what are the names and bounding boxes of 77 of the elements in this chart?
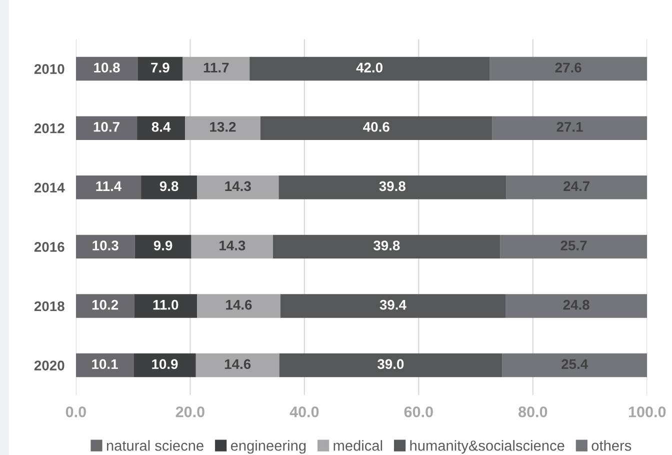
x-tick-label: 60.0 — [404, 406, 433, 418]
data-label: 11.7 — [204, 62, 229, 72]
bar — [141, 176, 198, 200]
data-label: 10.1 — [92, 359, 118, 370]
data-label: 24.8 — [563, 300, 590, 310]
bar — [137, 116, 186, 140]
bar — [134, 353, 196, 378]
y-tick-label: 2020 — [34, 360, 64, 370]
bar — [185, 116, 260, 140]
bar — [489, 56, 648, 81]
y-tick-label: 2016 — [34, 242, 64, 252]
x-tick-label: 20.0 — [176, 406, 204, 418]
data-label: 11.0 — [153, 300, 178, 310]
bar — [196, 353, 280, 378]
data-label: 10.2 — [92, 300, 118, 310]
bar — [505, 294, 648, 318]
data-label: 25.7 — [560, 240, 587, 250]
bar — [197, 294, 280, 318]
legend-label: medical — [334, 440, 382, 451]
bar — [278, 176, 506, 200]
data-label: 11.4 — [96, 181, 122, 191]
bar — [134, 294, 198, 318]
bar — [506, 176, 648, 200]
data-label: 27.6 — [555, 62, 582, 73]
bar — [138, 56, 183, 81]
bar — [134, 234, 192, 259]
x-tick-label: 40.0 — [290, 406, 319, 418]
data-label: 24.7 — [564, 181, 590, 191]
data-label: 39.0 — [377, 359, 404, 370]
data-label: 25.4 — [562, 359, 588, 370]
x-tick-label: 0.0 — [66, 406, 86, 418]
data-label: 40.6 — [363, 122, 390, 132]
data-label: 39.8 — [373, 240, 400, 250]
bar — [76, 353, 134, 378]
data-label: 10.7 — [94, 122, 120, 132]
data-label: 27.1 — [556, 122, 583, 132]
data-label: 9.9 — [154, 240, 172, 250]
legend-label: engineering — [230, 440, 306, 454]
data-label: 14.6 — [224, 359, 251, 370]
y-tick-label: 2014 — [34, 182, 65, 193]
bar — [76, 56, 138, 81]
data-label: 14.3 — [225, 181, 251, 192]
data-label: 14.6 — [226, 300, 252, 310]
bar — [279, 353, 502, 378]
bar — [197, 176, 279, 200]
bar — [76, 176, 142, 200]
data-label: 10.9 — [152, 359, 178, 370]
bar — [250, 56, 490, 81]
bar — [76, 116, 138, 140]
legend-label: humanity&socialscience — [410, 440, 564, 454]
bar — [191, 234, 273, 259]
data-label: 13.2 — [210, 122, 236, 132]
y-tick-label: 2018 — [34, 301, 64, 312]
data-label: 42.0 — [356, 62, 382, 73]
legend-label: others — [592, 440, 632, 451]
data-label: 8.4 — [152, 122, 171, 132]
data-label: 10.8 — [94, 62, 120, 73]
x-tick-label: 80.0 — [518, 406, 548, 418]
bar — [76, 294, 134, 318]
data-label: 39.4 — [380, 300, 406, 310]
bar — [492, 116, 648, 140]
bar — [273, 234, 500, 259]
data-label: 39.8 — [379, 181, 406, 192]
data-label: 7.9 — [151, 62, 170, 73]
bar — [280, 294, 506, 318]
y-tick-label: 2012 — [34, 123, 64, 134]
bar — [502, 353, 648, 378]
data-label: 14.3 — [220, 240, 246, 250]
bar — [76, 234, 135, 259]
y-tick-label: 2010 — [34, 64, 64, 74]
bar — [182, 56, 250, 81]
bar — [260, 116, 492, 140]
legend-label: natural sciecne — [106, 440, 204, 451]
data-label: 9.8 — [160, 181, 178, 192]
data-label: 10.3 — [92, 240, 118, 250]
bar — [500, 234, 648, 259]
x-tick-label: 100.0 — [628, 406, 666, 418]
